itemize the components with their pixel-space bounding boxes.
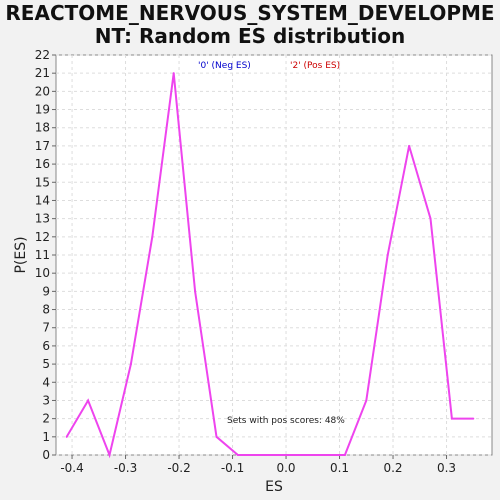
x-tick-label: 0.3 [437, 461, 456, 475]
data-point [215, 435, 218, 438]
x-tick-label: -0.3 [114, 461, 137, 475]
y-tick-label: 5 [42, 357, 50, 371]
x-axis: -0.4 -0.3 -0.2 -0.1 0.0 0.1 0.2 0.3 [60, 455, 456, 475]
y-tick-label: 0 [42, 448, 50, 462]
data-point [429, 217, 432, 220]
legend-entry-pos: '2' (Pos ES) [290, 61, 340, 71]
x-tick-label: -0.1 [221, 461, 244, 475]
y-tick-label: 1 [42, 430, 50, 444]
data-point [172, 72, 175, 75]
y-tick-label: 9 [42, 284, 50, 298]
data-point [279, 454, 282, 456]
x-tick-label: 0.2 [383, 461, 402, 475]
data-point [365, 399, 368, 402]
y-tick-label: 19 [35, 103, 50, 117]
y-tick-label: 7 [42, 321, 50, 335]
y-tick-label: 2 [42, 412, 50, 426]
y-tick-label: 16 [35, 157, 50, 171]
y-tick-label: 17 [35, 139, 50, 153]
data-point [65, 435, 68, 438]
y-tick-label: 8 [42, 303, 50, 317]
x-axis-label: ES [265, 479, 283, 495]
y-tick-label: 3 [42, 393, 50, 407]
y-tick-label: 14 [35, 193, 50, 207]
data-point [194, 290, 197, 293]
y-tick-label: 22 [35, 48, 50, 62]
grid-lines [56, 54, 492, 456]
y-tick-label: 13 [35, 212, 50, 226]
data-point [322, 454, 325, 456]
y-tick-label: 12 [35, 230, 50, 244]
y-tick-label: 15 [35, 175, 50, 189]
x-tick-label: 0.1 [330, 461, 349, 475]
data-point [472, 417, 475, 420]
y-tick-label: 21 [35, 66, 50, 80]
x-tick-label: 0.0 [276, 461, 295, 475]
data-point [87, 399, 90, 402]
data-point [386, 254, 389, 256]
x-tick-label: -0.4 [60, 461, 83, 475]
data-point [450, 417, 453, 420]
y-tick-label: 18 [35, 121, 50, 135]
data-point [408, 144, 411, 147]
data-point [343, 454, 346, 456]
chart-title-line-2: NT: Random ES distribution [95, 24, 406, 48]
y-tick-label: 6 [42, 339, 50, 353]
data-point [301, 454, 304, 456]
legend-entry-neg: '0' (Neg ES) [198, 61, 251, 71]
data-point [258, 454, 261, 456]
pos-scores-annotation: Sets with pos scores: 48% [227, 416, 345, 426]
y-tick-label: 20 [35, 84, 50, 98]
data-point [108, 454, 111, 456]
y-tick-label: 4 [42, 375, 50, 389]
data-point [236, 454, 239, 456]
y-axis-label: P(ES) [13, 236, 29, 273]
data-point [129, 363, 132, 366]
series-line [65, 73, 474, 459]
data-point [151, 235, 154, 238]
series-layer [65, 72, 475, 459]
x-tick-label: -0.2 [167, 461, 190, 475]
chart-title-line-1: REACTOME_NERVOUS_SYSTEM_DEVELOPME [5, 1, 494, 25]
y-tick-label: 10 [35, 266, 50, 280]
y-tick-label: 11 [35, 248, 50, 262]
